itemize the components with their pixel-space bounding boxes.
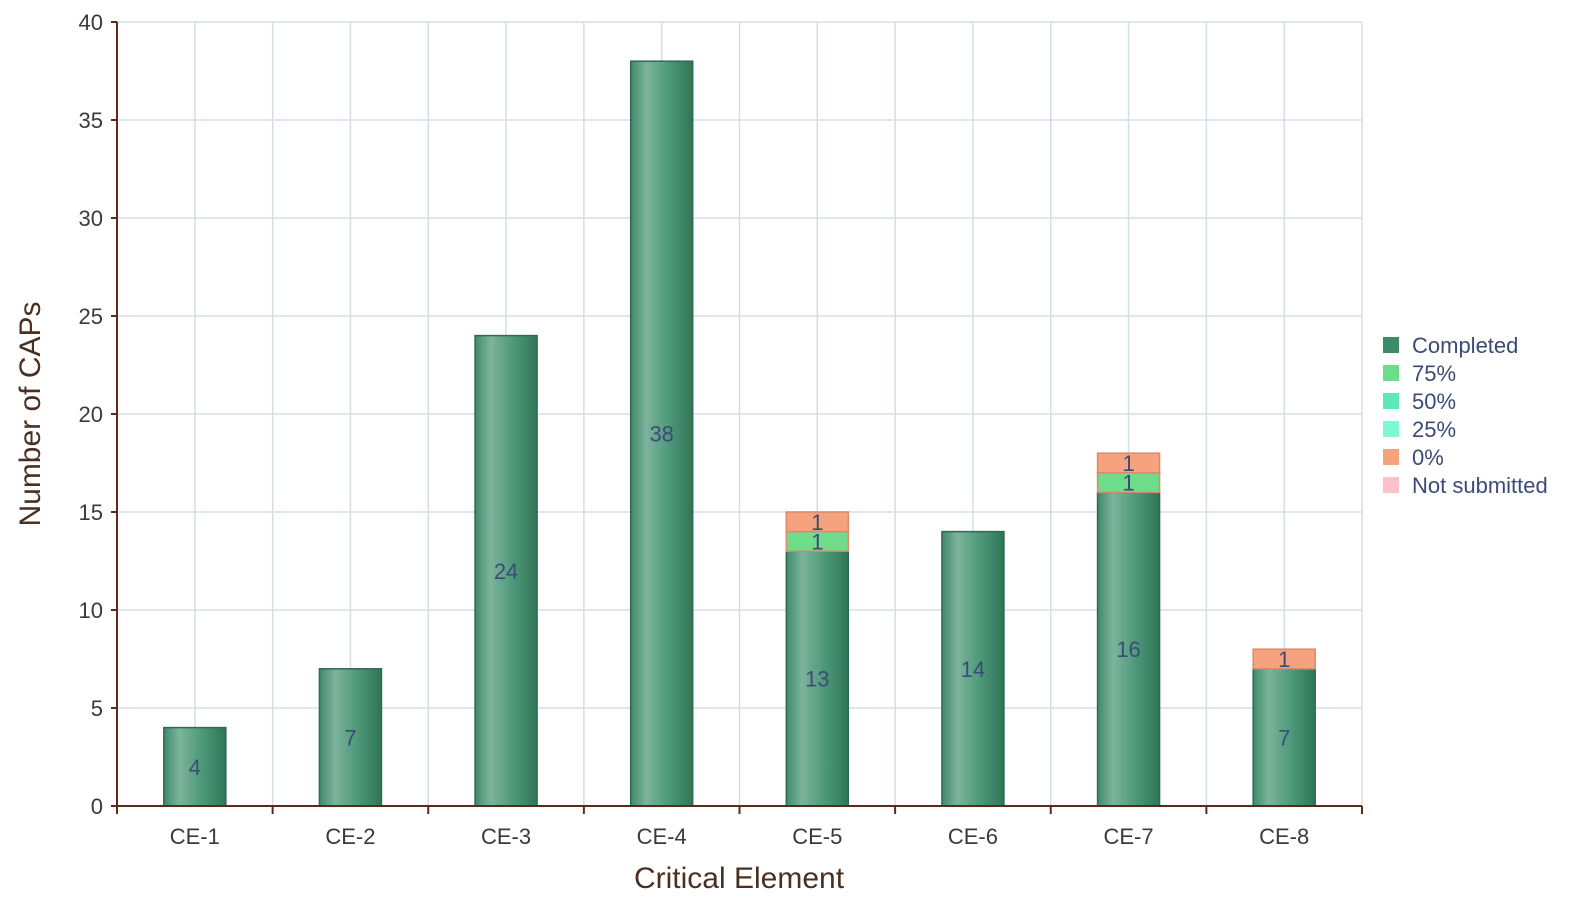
data-label: 1 <box>1122 471 1134 496</box>
x-tick-label: CE-2 <box>325 824 375 849</box>
bar-segment-completed <box>318 668 383 807</box>
bar-segment-completed <box>163 726 227 807</box>
legend-swatch <box>1383 477 1399 493</box>
y-axis-title: Number of CAPs <box>14 301 47 526</box>
bar-segment-0- <box>1096 452 1161 474</box>
legend-label: 0% <box>1412 445 1444 470</box>
y-ticks: 0 5 10 15 20 25 30 35 40 <box>79 10 117 819</box>
data-label: 4 <box>189 755 201 780</box>
legend-swatch <box>1383 393 1399 409</box>
legend-label: Not submitted <box>1412 473 1548 498</box>
data-label: 1 <box>811 529 823 554</box>
data-label: 1 <box>811 510 823 535</box>
y-tick-label: 20 <box>79 402 103 427</box>
legend-label: 75% <box>1412 361 1456 386</box>
y-tick-label: 35 <box>79 108 103 133</box>
data-label: 24 <box>494 559 518 584</box>
x-tick-label: CE-1 <box>170 824 220 849</box>
data-label: 7 <box>344 725 356 750</box>
data-label: 7 <box>1278 725 1290 750</box>
legend-swatch <box>1383 421 1399 437</box>
y-tick-label: 10 <box>79 598 103 623</box>
data-label: 1 <box>1278 647 1290 672</box>
data-label: 14 <box>961 657 985 682</box>
legend: Completed 75% 50% 25% 0% Not submitted <box>1383 333 1548 498</box>
grid-lines <box>117 21 1363 806</box>
bar-segment-0- <box>1252 648 1316 670</box>
y-tick-label: 0 <box>91 794 103 819</box>
legend-label: 25% <box>1412 417 1456 442</box>
x-axis-title: Critical Element <box>634 862 845 895</box>
data-label: 13 <box>805 667 829 692</box>
y-tick-label: 25 <box>79 304 103 329</box>
y-tick-label: 40 <box>79 10 103 35</box>
bar-segment-completed <box>785 550 850 807</box>
legend-swatch <box>1383 449 1399 465</box>
bar-segment-completed <box>629 60 694 807</box>
y-tick-label: 5 <box>91 696 103 721</box>
legend-swatch <box>1383 365 1399 381</box>
bar-segment-0- <box>785 511 850 533</box>
x-tick-label: CE-7 <box>1104 824 1154 849</box>
data-label: 16 <box>1116 637 1140 662</box>
x-tick-label: CE-8 <box>1259 824 1309 849</box>
bar-segment-completed <box>941 530 1005 807</box>
x-tick-label: CE-5 <box>792 824 842 849</box>
y-tick-label: 15 <box>79 500 103 525</box>
bars <box>163 60 1316 807</box>
bar-segment-completed <box>474 334 538 807</box>
x-tick-label: CE-4 <box>637 824 687 849</box>
x-tick-label: CE-3 <box>481 824 531 849</box>
legend-label: 50% <box>1412 389 1456 414</box>
data-label: 1 <box>1122 451 1134 476</box>
y-tick-label: 30 <box>79 206 103 231</box>
legend-label: Completed <box>1412 333 1518 358</box>
x-ticks: CE-1 CE-2 CE-3 CE-4 CE-5 CE-6 CE-7 CE-8 <box>116 806 1363 849</box>
legend-swatch <box>1383 337 1399 353</box>
x-tick-label: CE-6 <box>948 824 998 849</box>
data-label: 38 <box>649 422 673 447</box>
